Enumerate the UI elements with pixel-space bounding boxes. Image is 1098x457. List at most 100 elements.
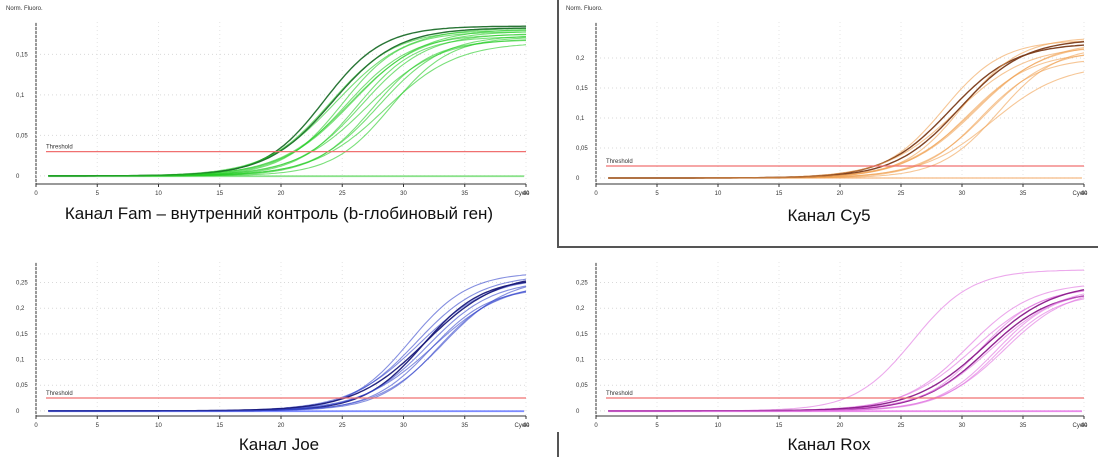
chart-joe: Norm. Fluoro. 0 0,05 0,1 0,15 0,2 0,25 0 5 10 15 20… (6, 250, 530, 429)
chart-fam: Norm. Fluoro. 0 0,05 0,1 0,15 0 5 10 15 20 25 30 35 4… (6, 6, 530, 197)
x-tick-label: 40 (1081, 423, 1088, 429)
amplification-curve (48, 27, 526, 177)
amplification-curve (48, 31, 527, 177)
x-tick-label: Cycle (1072, 191, 1088, 197)
y-tick-label: 0,15 (576, 86, 588, 92)
amplification-curve (608, 298, 1085, 412)
x-tick-label: 35 (1020, 423, 1027, 429)
amplification-curve (48, 290, 527, 412)
x-tick-label: 0 (594, 191, 598, 197)
amplification-curve (608, 48, 1085, 179)
amplification-curve (48, 274, 527, 412)
chart-panel-cy5: Norm. Fluoro. 0 0,05 0,1 0,15 0,2 0 5 10 15 20 25 30… (560, 0, 1098, 248)
x-tick-label: 30 (959, 423, 966, 429)
y-tick-label: 0,05 (16, 383, 28, 389)
amplification-curve (48, 286, 527, 412)
x-tick-label: 5 (655, 423, 659, 429)
chart-panel-rox: Norm. Fluoro. 0 0,05 0,1 0,15 0,2 0,25 0 5 10 15 20… (560, 250, 1098, 457)
amplification-curve (608, 290, 1085, 412)
y-tick-label: 0,2 (576, 306, 585, 312)
amplification-curve (48, 280, 527, 412)
chart-panel-joe: Norm. Fluoro. 0 0,05 0,1 0,15 0,2 0,25 0 5 10 15 20… (0, 250, 558, 457)
amplification-curve (608, 269, 1085, 412)
x-tick-label: Cycle (514, 191, 530, 197)
y-tick-label: 0,05 (16, 133, 28, 139)
amplification-curve (48, 27, 527, 177)
horizontal-divider (557, 246, 1098, 248)
x-tick-label: 25 (898, 423, 905, 429)
x-tick-label: 25 (339, 423, 346, 429)
y-tick-label: 0 (16, 409, 20, 415)
chart-cy5: Norm. Fluoro. 0 0,05 0,1 0,15 0,2 0 5 10 15 20 25 30… (566, 6, 1088, 197)
y-tick-label: 0,15 (576, 332, 588, 338)
x-tick-label: 35 (1020, 191, 1027, 197)
x-tick-label: 5 (655, 191, 659, 197)
x-tick-label: 10 (155, 191, 162, 197)
x-tick-label: 20 (278, 423, 285, 429)
amplification-curve (48, 290, 527, 412)
amplification-curve (608, 54, 1085, 179)
y-tick-label: 0 (576, 409, 580, 415)
y-tick-label: 0,05 (576, 146, 588, 152)
y-tick-label: 0 (576, 176, 580, 182)
amplification-curve (608, 296, 1085, 412)
x-tick-label: 35 (461, 191, 468, 197)
x-tick-label: 0 (34, 423, 38, 429)
amplification-curve (608, 60, 1085, 179)
y-axis-label: Norm. Fluoro. (566, 6, 603, 12)
x-tick-label: 20 (278, 191, 285, 197)
x-tick-label: 30 (959, 191, 966, 197)
x-tick-label: 30 (400, 423, 407, 429)
y-tick-label: 0,05 (576, 383, 588, 389)
y-tick-label: 0,15 (16, 52, 28, 58)
y-tick-label: 0,2 (16, 306, 25, 312)
x-tick-label: 15 (216, 423, 223, 429)
y-tick-label: 0 (16, 174, 20, 180)
y-axis-label: Norm. Fluoro. (566, 250, 603, 252)
chart-panel-fam: Norm. Fluoro. 0 0,05 0,1 0,15 0 5 10 15 20 25 30 35 4… (0, 0, 558, 248)
x-tick-label: 25 (898, 191, 905, 197)
y-tick-label: 0,2 (576, 56, 585, 62)
x-tick-label: 0 (34, 191, 38, 197)
amplification-curve (608, 293, 1085, 412)
y-tick-label: 0,1 (576, 358, 585, 364)
amplification-curve (608, 46, 1085, 179)
amplification-curve (608, 52, 1085, 179)
x-tick-label: 5 (96, 423, 100, 429)
y-tick-label: 0,1 (16, 358, 25, 364)
amplification-curve (48, 291, 527, 412)
x-tick-label: 10 (715, 423, 722, 429)
y-tick-label: 0,1 (576, 116, 585, 122)
chart-title-cy5: Канал Cy5 (787, 206, 871, 225)
amplification-curve (48, 281, 527, 412)
vertical-divider (557, 0, 559, 248)
chart-title-fam: Канал Fam – внутренний контроль (b-глоби… (64, 204, 494, 223)
y-tick-label: 0,15 (16, 332, 28, 338)
threshold-label: Threshold (606, 159, 633, 165)
x-tick-label: 15 (776, 191, 783, 197)
x-tick-label: 5 (96, 191, 100, 197)
x-tick-label: 25 (339, 191, 346, 197)
chart-title-rox: Канал Rox (787, 435, 871, 454)
chart-rox: Norm. Fluoro. 0 0,05 0,1 0,15 0,2 0,25 0 5 10 15 20… (566, 250, 1088, 429)
amplification-curve (608, 295, 1085, 412)
amplification-curve (48, 285, 527, 412)
x-tick-label: 20 (837, 423, 844, 429)
amplification-curve (608, 285, 1085, 412)
x-tick-label: 0 (594, 423, 598, 429)
vertical-divider-lower (557, 432, 559, 457)
amplification-curve (608, 44, 1085, 179)
y-axis-label: Norm. Fluoro. (6, 6, 43, 12)
x-tick-label: 30 (400, 191, 407, 197)
y-axis-label: Norm. Fluoro. (6, 250, 43, 252)
amplification-curve (48, 282, 527, 412)
x-tick-label: 40 (523, 191, 530, 197)
threshold-label: Threshold (46, 145, 73, 151)
threshold-label: Threshold (46, 391, 73, 397)
x-tick-label: 20 (837, 191, 844, 197)
y-tick-label: 0,25 (576, 281, 588, 287)
amplification-curve (48, 278, 527, 412)
amplification-curve (608, 41, 1085, 179)
amplification-curve (608, 54, 1085, 179)
x-tick-label: 15 (776, 423, 783, 429)
